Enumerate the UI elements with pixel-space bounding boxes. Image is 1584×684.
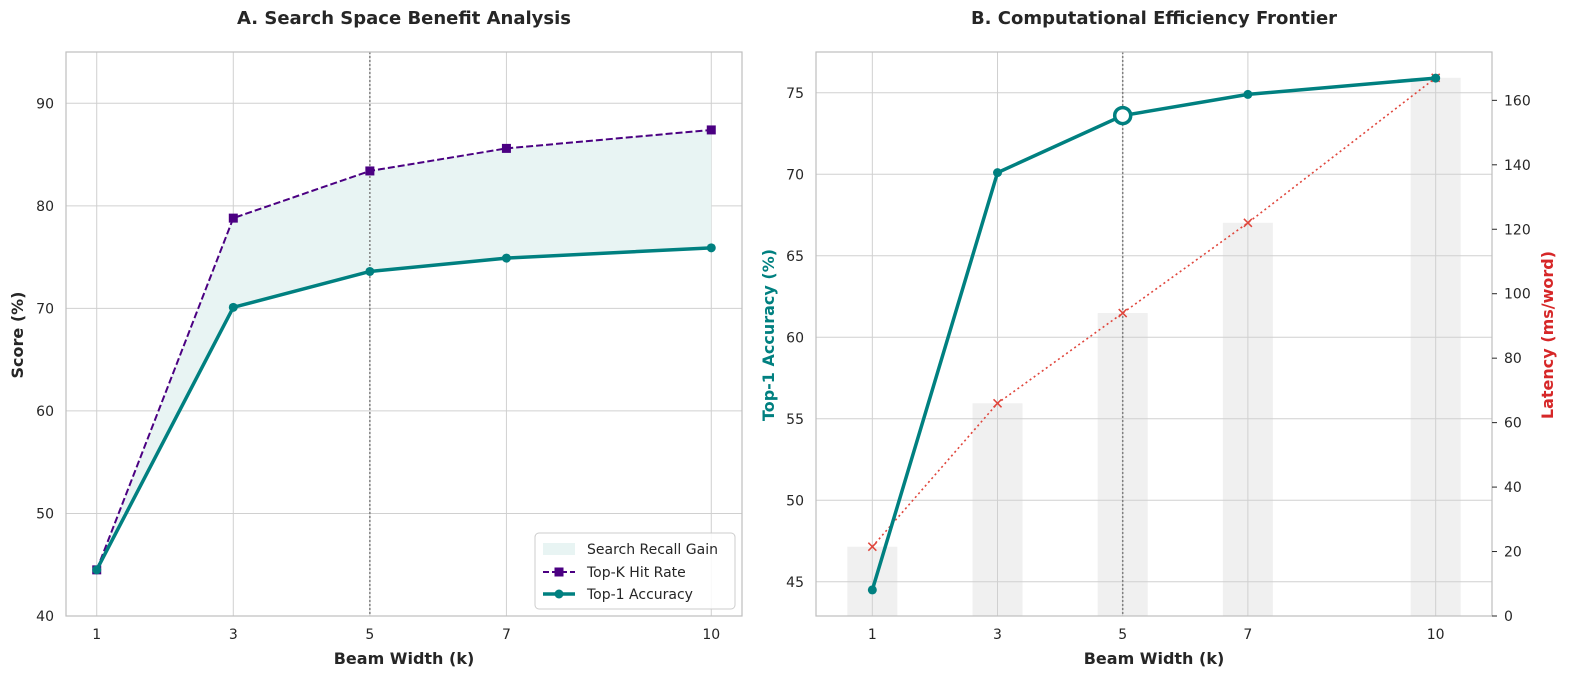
latency-marker xyxy=(1243,218,1253,228)
panel-a-frame xyxy=(65,51,743,617)
latency-marker xyxy=(1118,308,1128,318)
top-1-accuracy-line xyxy=(870,76,1436,591)
top-1-accuracy-marker xyxy=(92,565,102,575)
panel-a-xlabel: Beam Width (k) xyxy=(334,649,475,668)
y2-tick-label: 0 xyxy=(1504,609,1513,625)
y2-tick-label: 40 xyxy=(1504,480,1522,496)
y-tick-label: 45 xyxy=(786,575,804,591)
x-tick-label: 3 xyxy=(229,627,238,643)
y-tick-label: 70 xyxy=(36,301,54,317)
latency-marker xyxy=(992,398,1003,408)
x-tick-label: 5 xyxy=(365,627,374,643)
top-k-hit-rate-marker xyxy=(501,143,511,153)
y2-tick-label: 120 xyxy=(1504,222,1531,238)
legend-label-top1: Top-1 Accuracy xyxy=(586,587,693,603)
legend-swatch-gain xyxy=(543,543,575,555)
x-tick-label: 7 xyxy=(502,627,511,643)
x-tick-label: 3 xyxy=(993,627,1002,643)
panel-b-frame xyxy=(815,51,1493,617)
y2-tick-label: 80 xyxy=(1504,351,1522,367)
y2-tick-label: 60 xyxy=(1504,416,1522,432)
top-1-accuracy-marker xyxy=(867,585,877,595)
y-tick-label: 55 xyxy=(786,412,804,428)
legend-box xyxy=(534,532,736,610)
panel-b-ylabel: Top-1 Accuracy (%) xyxy=(759,249,778,421)
x-tick-label: 10 xyxy=(702,627,720,643)
y2-tick-label: 100 xyxy=(1504,287,1531,303)
y-tick-label: 80 xyxy=(36,199,54,215)
panel-b-xlabel: Beam Width (k) xyxy=(1084,649,1225,668)
top-1-accuracy-marker xyxy=(706,243,716,253)
y-tick-label: 50 xyxy=(36,506,54,522)
y-tick-label: 65 xyxy=(786,249,804,265)
y2-tick-label: 140 xyxy=(1504,158,1531,174)
panel-b-plot: 45 50 55 60 65 70 75 0 20 40 60 80 100 120 140 160 1 3 5 7 1… xyxy=(786,51,1531,643)
panel-b-y2label: Latency (ms/word) xyxy=(1538,251,1557,419)
y-tick-label: 75 xyxy=(786,86,804,102)
panel-a-title: A. Search Space Benefit Analysis xyxy=(237,8,571,29)
x-tick-label: 7 xyxy=(1243,627,1252,643)
x-tick-label: 5 xyxy=(1118,627,1127,643)
top-1-accuracy-marker xyxy=(1431,73,1441,83)
y-tick-label: 90 xyxy=(36,96,54,112)
top-1-accuracy-line xyxy=(95,246,712,571)
legend-marker-top1 xyxy=(554,589,564,599)
panel-b-title: B. Computational Efficiency Frontier xyxy=(971,8,1337,29)
panel-a-ylabel: Score (%) xyxy=(8,292,27,379)
x-tick-label: 1 xyxy=(868,627,877,643)
x-tick-label: 10 xyxy=(1427,627,1445,643)
top-1-accuracy-marker xyxy=(1243,89,1253,99)
y-tick-label: 40 xyxy=(36,609,54,625)
top-k-hit-rate-marker xyxy=(228,213,238,223)
y-tick-label: 60 xyxy=(36,404,54,420)
top-k-hit-rate-marker xyxy=(706,125,716,135)
panel-a-plot: 40 50 60 70 80 90 1 3 5 7 10 Search Recall Gain Top-… xyxy=(36,51,743,643)
y2-tick-label: 20 xyxy=(1504,545,1522,561)
x-tick-label: 1 xyxy=(92,627,101,643)
highlight-marker xyxy=(1112,105,1133,126)
y-tick-label: 70 xyxy=(786,167,804,183)
legend-label-gain: Search Recall Gain xyxy=(587,542,718,558)
y-tick-label: 50 xyxy=(786,493,804,509)
latency-line xyxy=(871,77,1437,548)
legend-label-topk: Top-K Hit Rate xyxy=(586,565,686,581)
legend-marker-topk xyxy=(554,567,564,577)
top-k-hit-rate-marker xyxy=(365,166,375,176)
top-1-accuracy-marker xyxy=(228,302,238,312)
search-recall-gain-area xyxy=(96,129,712,570)
y2-tick-label: 160 xyxy=(1504,93,1531,109)
latency-marker xyxy=(867,542,877,552)
top-1-accuracy-marker xyxy=(365,266,375,276)
top-1-accuracy-marker xyxy=(993,168,1003,178)
top-1-accuracy-marker xyxy=(501,253,511,263)
y-tick-label: 60 xyxy=(786,330,804,346)
